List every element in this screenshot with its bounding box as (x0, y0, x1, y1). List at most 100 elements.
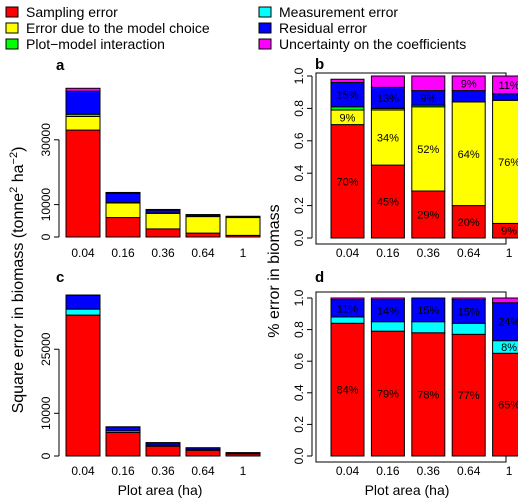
bar-segment (65, 308, 101, 316)
bar-segment (65, 294, 101, 310)
x-tick-label: 0.36 (151, 246, 175, 260)
bar-segment (145, 208, 181, 211)
x-tick-label: 1 (240, 246, 247, 260)
bar-segment (330, 322, 365, 457)
legend-label: Uncertainty on the coefficients (279, 36, 466, 52)
bar-segment (370, 75, 405, 88)
panel-b: b 0.0 0.2 0.4 0.6 0.8 1.0 70% 9% 15% 0.04 45% 34% 13%… (292, 56, 518, 260)
bar-segment (411, 190, 446, 239)
data-label: 29% (417, 210, 439, 222)
y-tick-label: 0.2 (292, 197, 306, 214)
legend-label: Error due to the model choice (26, 20, 210, 36)
x-tick-label: 0.04 (336, 464, 360, 478)
bar-segment (145, 212, 181, 230)
bar-segment (225, 217, 261, 236)
y-tick-label: 0.4 (292, 384, 306, 401)
data-label: 9% (340, 112, 356, 124)
bar-segment (330, 78, 365, 83)
data-label: 8% (501, 342, 517, 354)
x-tick-label: 0.64 (191, 246, 215, 260)
data-label: 45% (377, 197, 399, 209)
bar-segment (330, 316, 365, 324)
bar-segment (451, 101, 486, 207)
bar-segment (105, 191, 141, 194)
y-tick-label: 25000 (39, 332, 53, 366)
bar-segment (411, 106, 446, 192)
x-tick-label: 0.36 (151, 464, 175, 478)
legend-swatch (258, 38, 272, 50)
y-tick-label: 0.4 (292, 165, 306, 182)
bar-segment (451, 322, 486, 335)
data-label: 84% (336, 385, 358, 397)
bar-segment (65, 87, 101, 92)
bar-segment (330, 124, 365, 239)
bar-segment (492, 352, 518, 457)
bar-segment (451, 90, 486, 103)
data-label: 15% (458, 306, 480, 318)
data-label: 52% (417, 144, 439, 156)
bar-segment (65, 314, 101, 457)
bar-segment (185, 232, 221, 238)
bar-segment (492, 75, 518, 95)
data-label: 9% (501, 226, 517, 238)
y-tick-label: 0.6 (292, 132, 306, 149)
bar-segment (492, 93, 518, 101)
x-tick-label: 0.16 (376, 246, 400, 260)
legend-label: Plot−model interaction (26, 36, 165, 52)
data-label: 15% (417, 305, 439, 317)
bar-segment (411, 75, 446, 92)
x-tick-label: 0.04 (336, 246, 360, 260)
bar-segment (105, 217, 141, 238)
bar-segment (370, 330, 405, 457)
panel-letter: d (315, 269, 324, 286)
bar-segment (411, 297, 446, 323)
data-label: 11% (337, 303, 358, 315)
data-label: 24% (498, 317, 518, 329)
bar-segment (492, 297, 518, 304)
y-tick-label: 10000 (39, 188, 53, 222)
y-axis-title-left: Square error in biomass (tonne2 ha−2) (8, 147, 27, 414)
data-label: 79% (377, 389, 399, 401)
bar-segment (451, 333, 486, 457)
bar-segment (330, 81, 365, 108)
panel-c: c 0 10000 25000 0.04 0.16 0.36 0.64 1 (39, 269, 261, 478)
bar-segment (451, 75, 486, 92)
x-tick-label: 0.36 (417, 246, 441, 260)
bar-segment (492, 99, 518, 224)
legend-swatch (258, 22, 272, 34)
data-label: 77% (458, 390, 480, 402)
x-tick-label: 0.04 (71, 246, 95, 260)
x-tick-label: 0.64 (457, 464, 481, 478)
bar-segment (105, 192, 141, 203)
bar-segment (145, 228, 181, 238)
legend-label: Measurement error (279, 4, 398, 20)
y-tick-label: 1.0 (292, 67, 306, 84)
y-tick-label: 30000 (39, 123, 53, 157)
y-tick-label: 0.8 (292, 321, 306, 338)
bar-segment (451, 297, 486, 301)
y-tick-label: 0 (39, 452, 53, 459)
y-axis-title-right: % error in biomass (266, 204, 283, 337)
legend-label: Sampling error (26, 4, 118, 20)
data-label: 34% (377, 133, 399, 145)
data-label: 11% (498, 80, 518, 92)
data-label: 78% (417, 389, 439, 401)
legend-swatch (5, 38, 19, 50)
bar-segment (145, 445, 181, 457)
legend-label: Residual error (279, 20, 367, 36)
bar-segment (330, 297, 365, 301)
data-label: 70% (336, 176, 358, 188)
x-tick-label: 0.64 (191, 464, 215, 478)
panel-letter: c (56, 269, 64, 286)
data-label: 14% (377, 306, 399, 318)
bar-segment (185, 216, 221, 234)
legend-swatch (5, 22, 19, 34)
bar-segment (65, 90, 101, 115)
y-tick-label: 0.8 (292, 100, 306, 117)
panel-a: a 0 10000 30000 0.04 0.16 0.36 0.64 1 (39, 57, 261, 260)
panel-letter: b (315, 56, 324, 73)
data-label: 65% (498, 400, 518, 412)
bar-segment (65, 129, 101, 238)
data-label: 64% (458, 149, 480, 161)
